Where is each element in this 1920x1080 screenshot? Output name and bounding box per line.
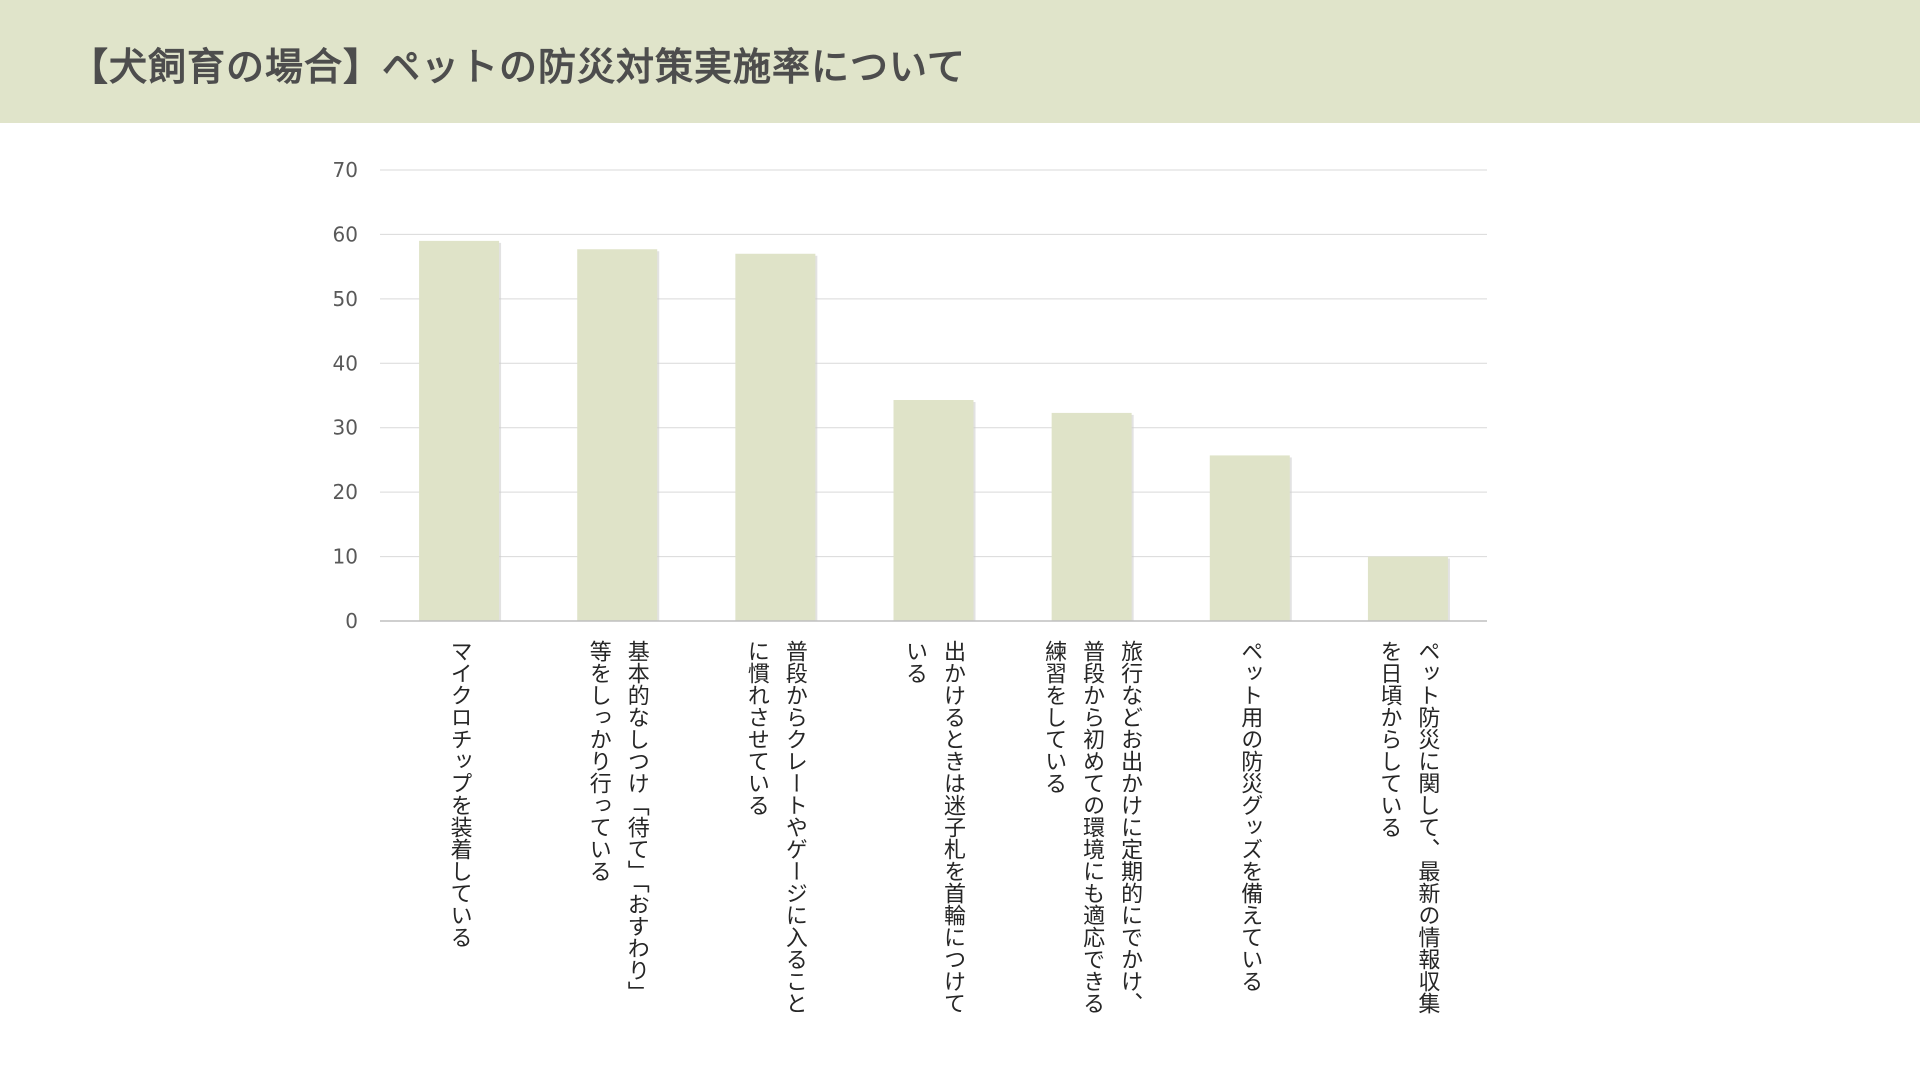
y-tick-label: 60 — [333, 222, 358, 246]
y-tick-label: 70 — [333, 158, 358, 182]
bar — [735, 253, 816, 621]
x-category-label: 旅行などお出かけに定期的にでかけ、 — [1117, 640, 1143, 1014]
y-tick-label: 10 — [333, 545, 358, 569]
y-tick-label: 40 — [333, 351, 358, 375]
x-category-label: に慣れさせている — [744, 640, 770, 816]
x-category-label: いる — [902, 640, 927, 684]
x-category-label: ペット用の防災グッズを備えている — [1237, 640, 1263, 992]
y-tick-label: 30 — [333, 416, 358, 440]
bar — [1367, 556, 1448, 621]
bar — [419, 240, 500, 621]
y-tick-label: 20 — [333, 480, 358, 504]
y-tick-label: 0 — [345, 609, 358, 633]
x-category-label: ペット防災に関して、最新の情報収集 — [1414, 640, 1440, 1014]
page-title: 【犬飼育の場合】ペットの防災対策実施率について — [70, 45, 966, 89]
bar — [893, 400, 974, 621]
bar — [1051, 412, 1132, 621]
x-category-label: 普段から初めての環境にも適応できる — [1079, 640, 1105, 1014]
bar — [577, 249, 658, 622]
x-category-label: 普段からクレートやゲージに入ること — [782, 640, 808, 1014]
x-category-label: マイクロチップを装着している — [447, 640, 473, 948]
x-category-label: を日頃からしている — [1376, 640, 1401, 838]
x-category-label: 基本的なしつけ「待て」「おすわり」 — [624, 640, 650, 1003]
bar — [1209, 455, 1290, 621]
x-category-label: 等をしっかり行っている — [586, 640, 612, 882]
header-bar: 【犬飼育の場合】ペットの防災対策実施率について — [0, 0, 1920, 123]
x-category-label: 出かけるときは迷子札を首輪につけて — [940, 640, 966, 1014]
y-tick-label: 50 — [333, 287, 358, 311]
x-category-label: 練習をしている — [1041, 640, 1067, 794]
